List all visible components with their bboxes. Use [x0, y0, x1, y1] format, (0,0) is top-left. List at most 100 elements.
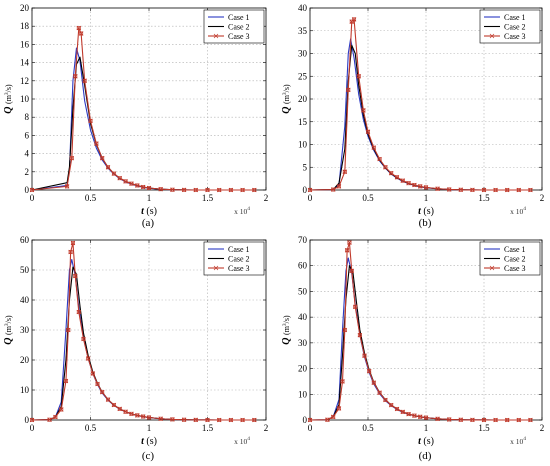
- data-point-marker: [377, 157, 382, 162]
- x-tick-label: 2: [540, 423, 545, 433]
- data-point-marker: [76, 310, 81, 314]
- legend-label-case-3: Case 3: [228, 32, 250, 41]
- data-point-cross: [347, 240, 352, 245]
- data-point-marker: [389, 171, 394, 176]
- data-point-cross: [88, 118, 93, 124]
- data-point-marker: [106, 165, 110, 170]
- y-tick-label: 30: [298, 49, 308, 59]
- multiplier-exponent: 4: [247, 436, 250, 442]
- x-axis-symbol: t: [141, 206, 145, 217]
- data-point-marker: [193, 417, 198, 422]
- multiplier-base: x 10: [234, 207, 247, 216]
- data-point-marker: [367, 369, 372, 374]
- legend-label-case-3: Case 3: [504, 264, 526, 273]
- data-point-marker: [377, 390, 382, 395]
- x-axis-label: t (s): [418, 206, 434, 217]
- x-tick-label: 1.5: [202, 193, 214, 203]
- y-tick-label: 16: [20, 39, 30, 49]
- data-point-cross: [400, 178, 406, 183]
- data-point-marker: [400, 409, 405, 414]
- y-axis-symbol: Q: [281, 337, 292, 344]
- data-point-marker: [349, 268, 354, 273]
- data-point-marker: [493, 418, 498, 422]
- data-point-marker: [337, 184, 341, 189]
- data-point-cross: [371, 380, 377, 385]
- multiplier-base: x 10: [510, 437, 523, 446]
- data-point-cross: [105, 165, 111, 170]
- data-point-marker: [170, 417, 175, 422]
- data-point-marker: [141, 185, 146, 189]
- data-point-cross: [205, 187, 210, 193]
- y-tick-label: 20: [20, 355, 30, 365]
- multiplier-exponent: 4: [523, 436, 526, 442]
- data-point-marker: [63, 379, 68, 383]
- y-axis-unit: (m: [282, 94, 291, 104]
- x-tick-label: 1: [147, 193, 152, 203]
- y-tick-label: 50: [298, 286, 308, 296]
- y-axis-unit-exponent: 3: [4, 92, 10, 95]
- data-point-cross: [146, 415, 152, 420]
- data-point-cross: [516, 187, 522, 193]
- data-point-cross: [146, 185, 152, 191]
- y-tick-label: 10: [298, 140, 308, 150]
- data-point-cross: [493, 187, 498, 193]
- data-point-marker: [86, 356, 91, 361]
- panel-label: (c): [142, 450, 155, 462]
- series-group: [29, 240, 257, 423]
- data-point-cross: [344, 248, 350, 253]
- data-point-cross: [99, 389, 105, 395]
- x-tick-label: 1.5: [478, 193, 490, 203]
- data-point-marker: [94, 141, 99, 146]
- x-axis-label: t (s): [141, 436, 157, 447]
- y-tick-label: 20: [20, 3, 30, 13]
- data-point-marker: [308, 418, 312, 422]
- data-point-cross: [417, 414, 423, 420]
- y-axis-unit-exponent: 3: [282, 92, 288, 95]
- data-point-marker: [470, 417, 475, 422]
- data-point-marker: [68, 250, 73, 254]
- data-point-cross: [216, 187, 222, 193]
- y-axis-symbol: Q: [281, 106, 292, 113]
- y-tick-label: 35: [298, 26, 308, 36]
- y-tick-label: 30: [298, 338, 308, 348]
- data-point-cross: [342, 169, 348, 175]
- data-point-marker: [331, 187, 336, 192]
- data-point-cross: [435, 186, 440, 191]
- x-tick-label: 1: [147, 423, 152, 433]
- data-point-marker: [135, 413, 140, 418]
- data-point-cross: [400, 409, 406, 415]
- data-point-marker: [342, 328, 347, 332]
- data-point-cross: [528, 187, 533, 193]
- data-point-cross: [181, 417, 187, 422]
- y-axis-unit-tail: /s): [4, 84, 13, 92]
- data-point-marker: [111, 403, 116, 407]
- data-point-marker: [418, 184, 423, 189]
- x-axis-label: t (s): [418, 436, 434, 447]
- data-point-marker: [135, 183, 140, 188]
- multiplier-exponent: 4: [247, 206, 250, 212]
- y-axis-unit-tail: /s): [282, 315, 291, 323]
- multiplier-base: x 10: [510, 207, 523, 216]
- data-point-marker: [70, 241, 75, 245]
- data-point-marker: [95, 382, 100, 386]
- data-point-marker: [482, 418, 486, 422]
- data-point-marker: [435, 416, 440, 421]
- data-point-cross: [346, 87, 351, 93]
- data-point-cross: [336, 406, 342, 411]
- data-point-marker: [383, 165, 388, 170]
- y-tick-label: 25: [298, 71, 308, 81]
- data-point-marker: [79, 31, 84, 36]
- data-point-marker: [352, 17, 357, 22]
- data-point-marker: [170, 187, 175, 192]
- data-point-marker: [347, 240, 352, 245]
- data-point-cross: [365, 129, 371, 135]
- data-point-marker: [53, 415, 58, 419]
- data-point-cross: [357, 332, 363, 338]
- data-point-cross: [117, 406, 122, 412]
- y-axis-unit-tail: /s): [282, 84, 291, 92]
